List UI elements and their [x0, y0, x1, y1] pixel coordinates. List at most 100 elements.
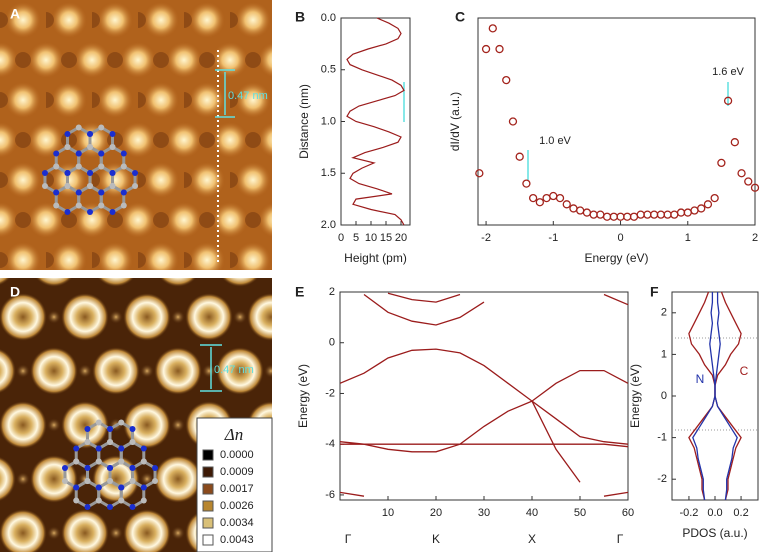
panel-label: F — [650, 284, 659, 300]
y-tick-label: 0 — [329, 337, 335, 349]
band — [340, 491, 628, 497]
y-tick-label: 0.5 — [321, 64, 336, 76]
atom — [53, 163, 60, 170]
atom — [118, 445, 125, 452]
legend-label: 0.0009 — [220, 466, 254, 478]
band — [363, 293, 485, 326]
point — [703, 200, 713, 209]
legend-swatch — [202, 449, 214, 461]
atom — [87, 131, 93, 137]
atom — [75, 163, 82, 170]
atom — [53, 202, 60, 209]
atom — [118, 419, 125, 426]
atom — [53, 189, 60, 196]
atom — [129, 439, 136, 445]
atom — [98, 202, 105, 209]
pdos-line — [714, 292, 738, 501]
point — [562, 200, 571, 209]
band — [340, 400, 628, 453]
atom — [107, 439, 113, 445]
plot-frame — [340, 17, 411, 226]
atom — [61, 478, 68, 484]
atom — [75, 124, 82, 131]
x-tick-label: 10 — [365, 232, 377, 244]
legend-swatch — [202, 500, 214, 512]
atom — [73, 484, 80, 491]
annotation: 1.0 eV — [539, 135, 571, 147]
y-tick-label: 2 — [661, 307, 667, 319]
point — [528, 193, 538, 203]
point — [502, 75, 511, 85]
band — [531, 400, 581, 483]
atom — [53, 150, 60, 157]
atom — [95, 445, 102, 452]
point — [549, 191, 558, 201]
annotation: 0.47 nm — [214, 364, 254, 376]
bands — [340, 292, 628, 497]
panel-label: B — [295, 9, 305, 25]
point — [670, 210, 679, 219]
atom — [84, 426, 91, 432]
x-tick-label: 20 — [395, 232, 407, 244]
x-tick-label: 1 — [685, 232, 691, 244]
point — [750, 183, 760, 192]
x-tick-label: 0.0 — [707, 507, 722, 519]
atom — [73, 445, 80, 452]
atom — [87, 170, 93, 176]
y-tick-label: 0.0 — [321, 12, 336, 24]
legend-label: 0.0000 — [220, 449, 254, 461]
atom — [107, 478, 113, 484]
point — [582, 208, 592, 217]
point — [569, 204, 578, 213]
atom — [98, 124, 105, 131]
y-axis-label: Energy (eV) — [628, 364, 642, 428]
point — [616, 212, 625, 221]
atom — [109, 209, 116, 215]
x-tick-label: 10 — [382, 507, 394, 519]
atom — [152, 465, 159, 471]
point — [542, 193, 551, 203]
stm-image — [0, 0, 272, 270]
atom — [107, 426, 113, 432]
x-tick-label: 0.2 — [733, 507, 748, 519]
atom — [120, 163, 127, 170]
atom — [120, 202, 127, 209]
point — [744, 177, 753, 186]
y-tick-label: -2 — [657, 473, 667, 485]
legend-swatch — [202, 517, 214, 529]
y-tick-label: 2 — [329, 286, 335, 298]
atom — [120, 150, 127, 157]
band — [387, 292, 628, 306]
point — [737, 169, 746, 178]
y-tick-label: -6 — [325, 489, 335, 501]
pdos-line — [688, 291, 716, 501]
y-tick-label: 1.5 — [321, 167, 336, 179]
legend-swatch — [202, 466, 214, 478]
k-point-label: X — [528, 532, 536, 546]
legend-swatch — [202, 534, 214, 546]
pdos-line — [714, 291, 742, 501]
x-axis-label: Energy (eV) — [584, 251, 648, 265]
point — [609, 212, 618, 221]
point — [697, 204, 706, 213]
atom — [129, 426, 136, 432]
x-tick-label: 30 — [478, 507, 490, 519]
atom — [84, 478, 91, 484]
atom — [64, 144, 71, 150]
annotation: 1.6 eV — [712, 66, 744, 78]
atom — [152, 478, 159, 484]
y-tick-label: 2.0 — [321, 219, 336, 231]
atom — [98, 163, 105, 170]
point — [656, 210, 666, 219]
atom — [95, 497, 102, 504]
k-point-label: Γ — [617, 532, 624, 546]
atom — [107, 465, 113, 471]
panel-label: A — [10, 6, 20, 22]
point — [515, 152, 524, 161]
point — [650, 210, 659, 219]
point — [730, 138, 739, 147]
atom — [98, 150, 105, 157]
atom — [140, 497, 147, 504]
series-label: C — [740, 364, 749, 378]
